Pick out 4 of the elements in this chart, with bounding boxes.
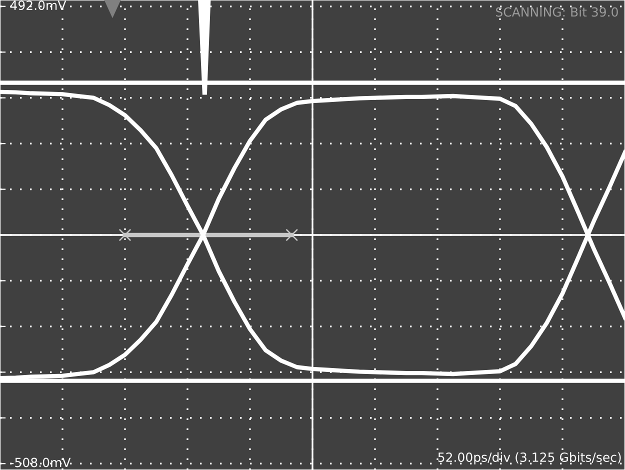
annotation: 52.00ps/div (3.125 Gbits/sec) [438,452,621,464]
annotation: SCANNING: Bit 39.0 [496,7,618,17]
y-tick-label: 492.0mV [10,0,66,10]
y-tick-label: -508.0mV [10,458,71,468]
